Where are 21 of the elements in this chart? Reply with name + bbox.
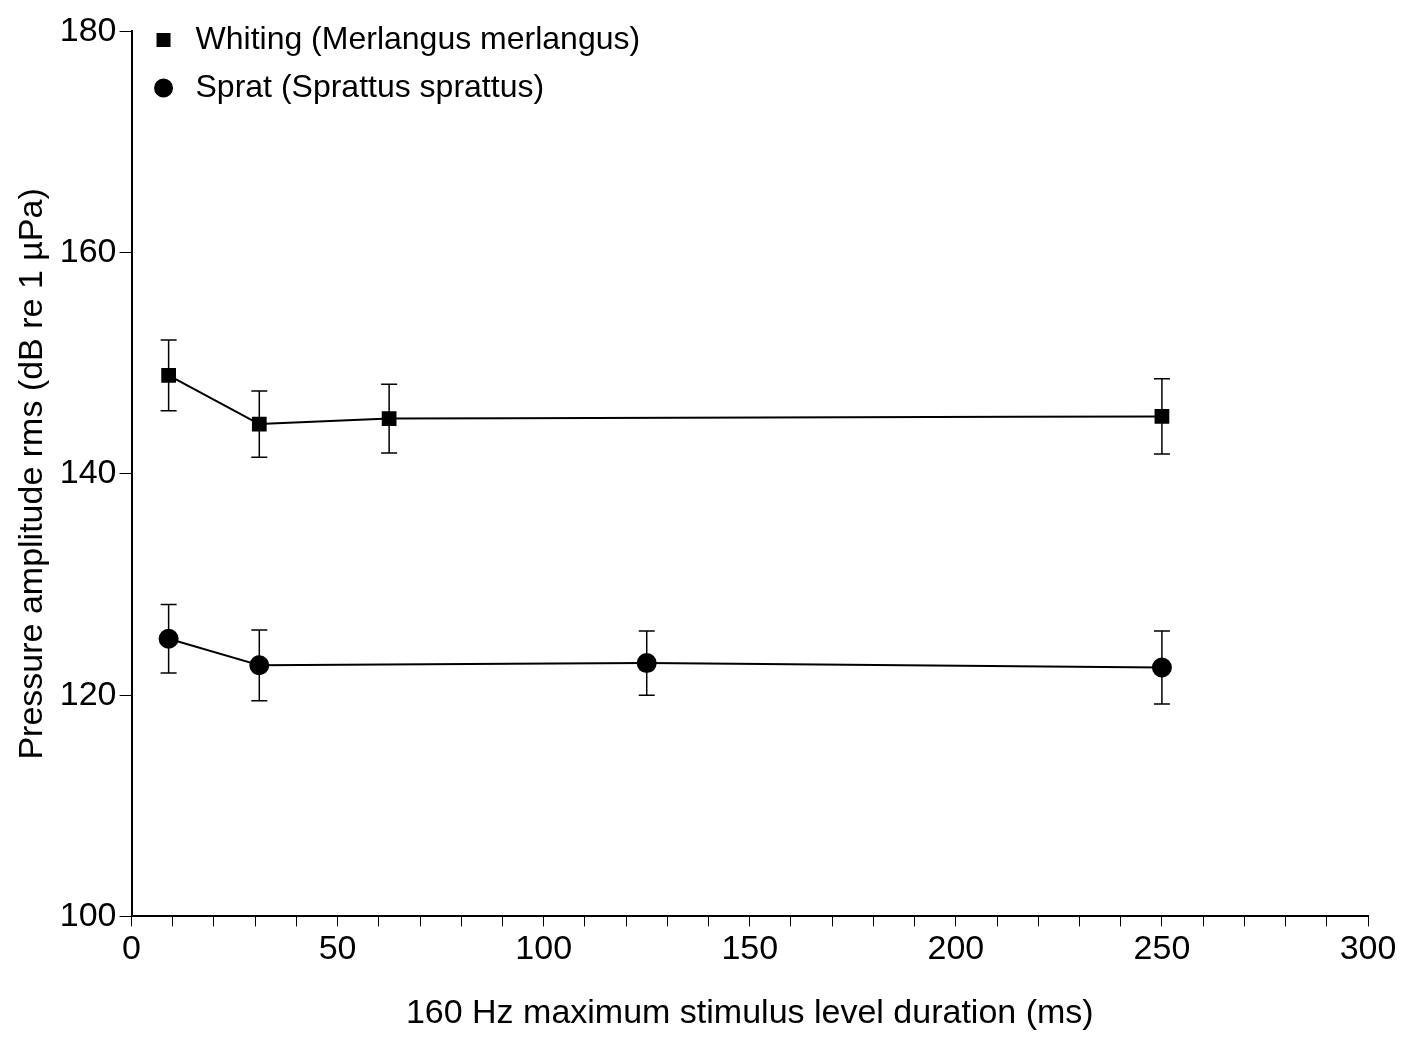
y-tick-label: 160 xyxy=(59,231,117,270)
point xyxy=(251,416,267,432)
y-tick-label: 120 xyxy=(59,673,117,712)
y-tick-label: 140 xyxy=(59,452,117,491)
point xyxy=(249,655,270,676)
point xyxy=(161,368,176,383)
y-tick-label: 100 xyxy=(59,894,117,933)
legend-label: Whiting (Merlangus merlangus) xyxy=(195,19,641,56)
point xyxy=(158,628,179,649)
x-tick-label: 100 xyxy=(515,928,573,967)
legend-label: Sprat (Sprattus sprattus) xyxy=(195,67,545,104)
x-tick-label: 200 xyxy=(927,928,985,967)
x-tick-label: 0 xyxy=(122,928,141,967)
x-tick-label: 50 xyxy=(318,928,357,967)
x-tick-label: 150 xyxy=(721,928,779,967)
point xyxy=(636,653,657,674)
y-tick-label: 180 xyxy=(59,9,117,48)
x-axis-title: 160 Hz maximum stimulus level duration (ms) xyxy=(405,991,1094,1030)
y-axis-title: Pressure amplitude rms (dB re 1 µPa) xyxy=(10,188,49,760)
x-tick-label: 250 xyxy=(1133,928,1191,967)
x-tick-label: 300 xyxy=(1339,928,1397,967)
